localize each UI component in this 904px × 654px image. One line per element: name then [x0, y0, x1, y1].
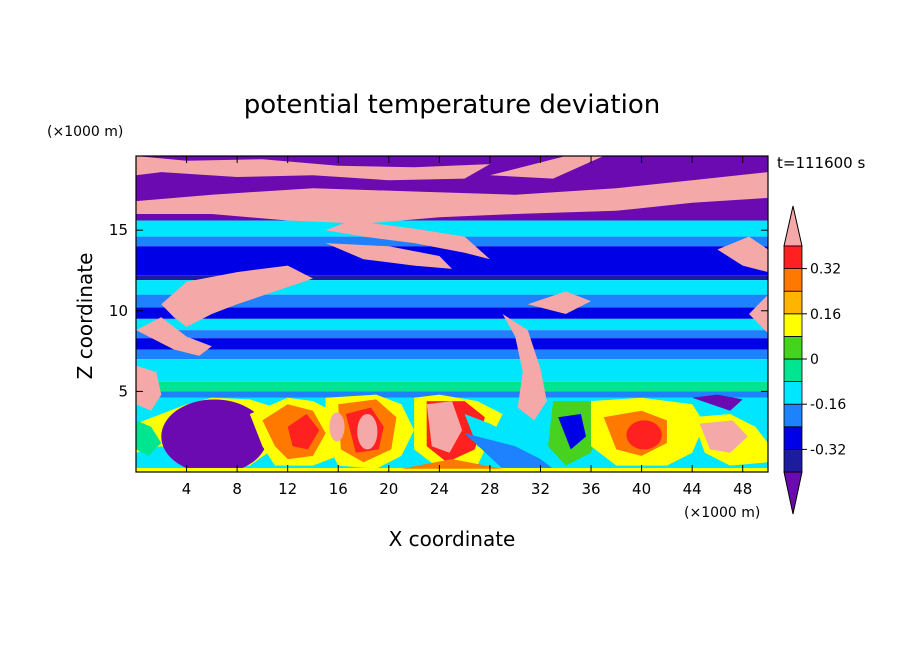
- x-unit-label: (×1000 m): [684, 505, 760, 521]
- x-axis-label: X coordinate: [389, 527, 516, 551]
- colorbar-bin: [783, 448, 803, 473]
- x-axis: 4 8 12 16 20 24 28 32 36 40 44 48: [182, 156, 752, 498]
- time-label: t=111600 s: [777, 154, 865, 172]
- colorbar-bin: [783, 381, 803, 405]
- colorbar-over-triangle: [783, 205, 803, 247]
- x-tick-label: 20: [379, 480, 398, 498]
- colorbar-label: 0: [810, 352, 819, 368]
- colorbar-label: -0.16: [810, 397, 846, 413]
- x-tick-label: 48: [733, 480, 752, 498]
- y-axis: 5 10 15: [109, 221, 768, 400]
- x-tick-label: 8: [232, 480, 242, 498]
- colorbar-bin: [783, 313, 803, 337]
- x-tick-label: 24: [430, 480, 449, 498]
- x-tick-label: 36: [581, 480, 600, 498]
- x-tick-label: 44: [683, 480, 702, 498]
- y-tick-label: 5: [118, 382, 128, 400]
- y-axis-label: Z coordinate: [73, 253, 97, 380]
- colorbar-bin: [783, 335, 803, 360]
- y-tick-label: 10: [109, 302, 128, 320]
- x-tick-label: 28: [480, 480, 499, 498]
- colorbar-bin: [783, 426, 803, 450]
- contour-field: [136, 156, 768, 472]
- colorbar-label: 0.16: [810, 307, 841, 323]
- colorbar-bin: [783, 268, 803, 292]
- y-unit-label: (×1000 m): [47, 124, 123, 140]
- x-tick-label: 40: [632, 480, 651, 498]
- chart-title: potential temperature deviation: [244, 90, 660, 120]
- x-tick-label: 16: [329, 480, 348, 498]
- colorbar-bin: [783, 290, 803, 315]
- colorbar-under-triangle: [783, 471, 803, 515]
- colorbar-bin: [783, 403, 803, 428]
- colorbar-bin: [783, 245, 803, 270]
- y-tick-label: 15: [109, 221, 128, 239]
- colorbar-label: -0.32: [810, 442, 846, 458]
- colorbar-label: 0.32: [810, 262, 841, 278]
- x-tick-label: 12: [278, 480, 297, 498]
- colorbar-bin: [783, 358, 803, 383]
- plot-frame: [135, 155, 769, 473]
- x-tick-label: 4: [182, 480, 192, 498]
- x-tick-label: 32: [531, 480, 550, 498]
- colorbar: 0.32 0.16 0 -0.16 -0.32: [783, 205, 846, 515]
